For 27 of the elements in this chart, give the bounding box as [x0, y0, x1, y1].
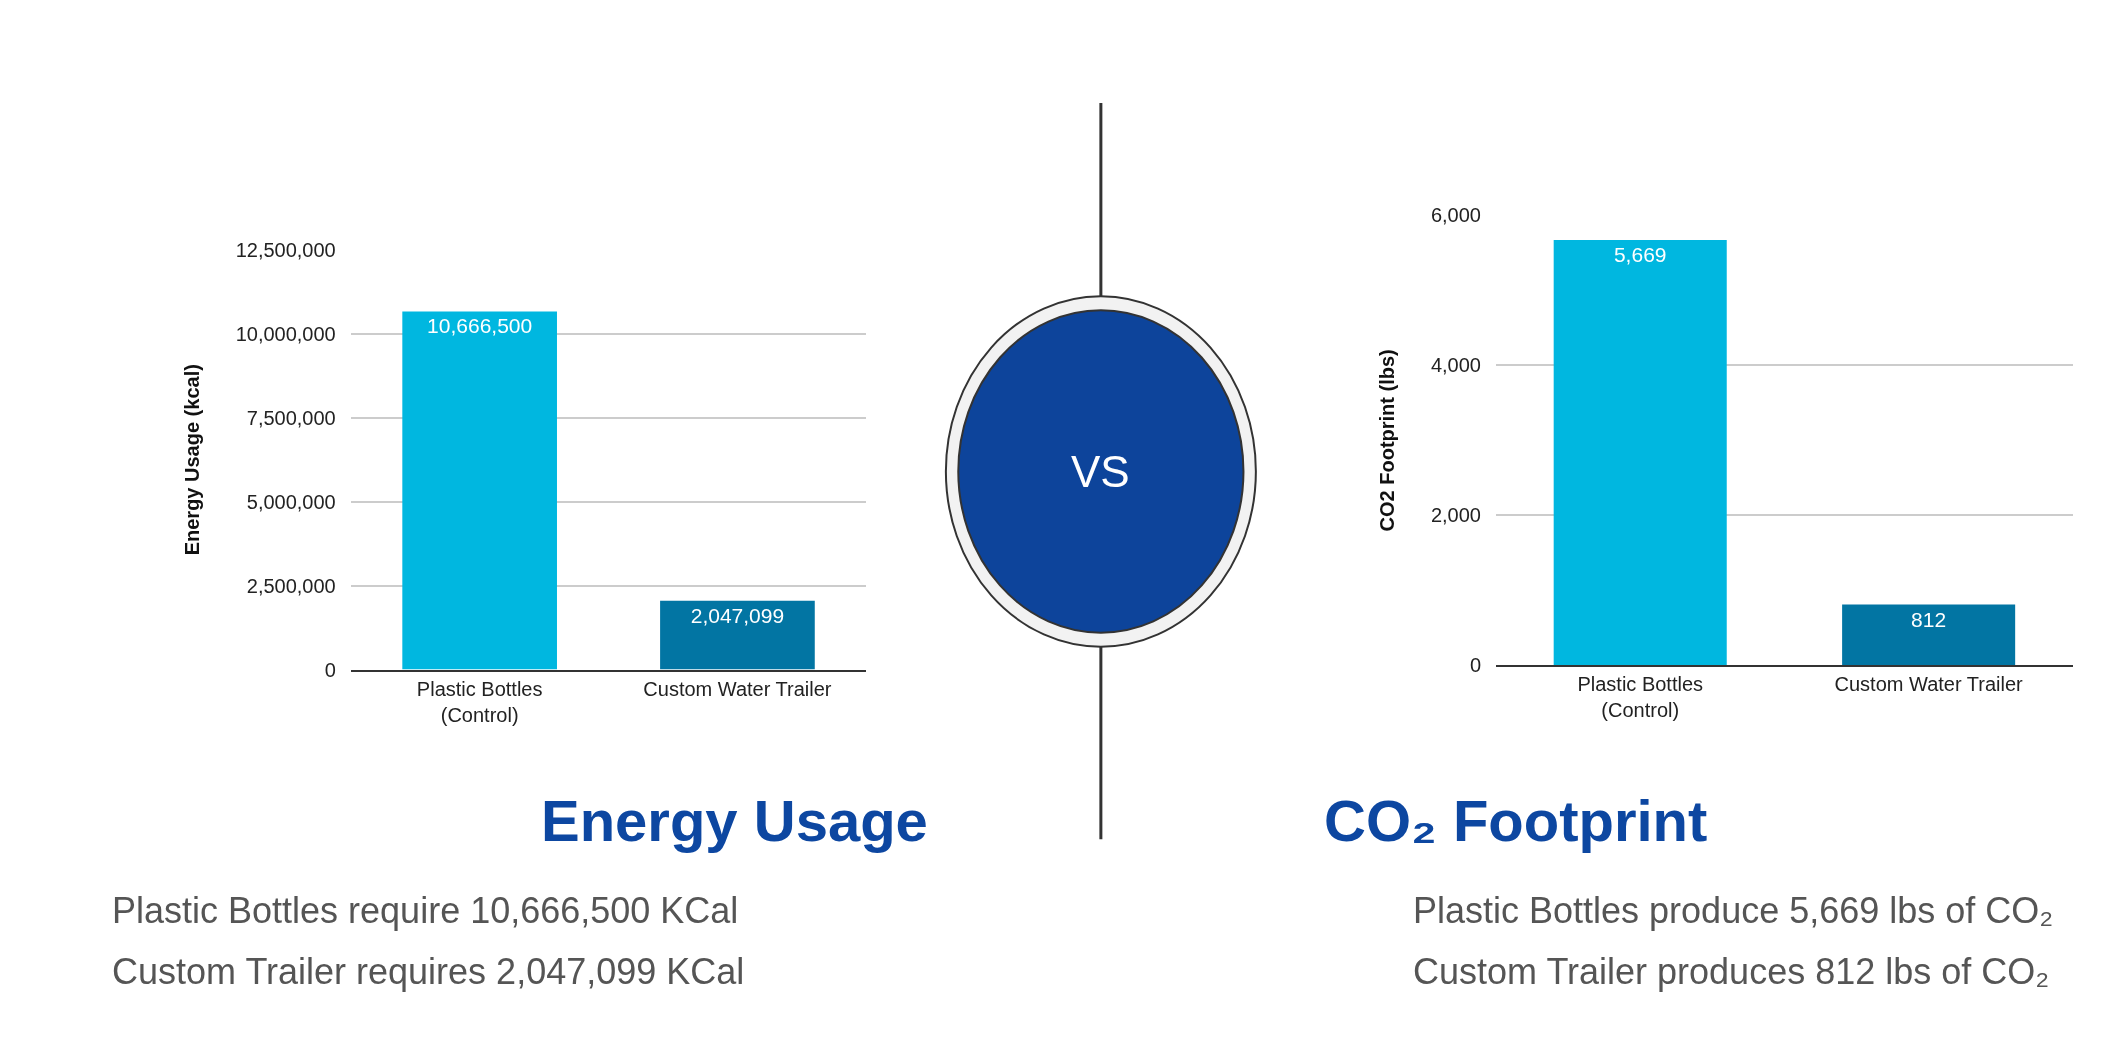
- x-tick-label: Plastic Bottles (Control): [1577, 673, 1704, 722]
- x-tick-label: Plastic Bottles (Control): [416, 677, 543, 726]
- y-tick-label: 0: [324, 658, 336, 681]
- x-tick-label: Custom Water Trailer: [1834, 673, 2024, 696]
- text: Energy Usage: [541, 788, 928, 853]
- y-tick-label: 2,000: [1430, 504, 1481, 527]
- text: Plastic Bottles produce 5,669 lbs of CO₂: [1413, 890, 2054, 931]
- y-tick-label: 12,500,000: [235, 238, 336, 261]
- x-tick-label: Custom Water Trailer: [643, 677, 832, 700]
- text: Custom Trailer produces 812 lbs of CO₂: [1413, 951, 2050, 992]
- text: CO₂ Footprint: [1324, 788, 1708, 853]
- y-axis-title: Energy Usage (kcal): [181, 364, 204, 556]
- data-label: 812: [1911, 607, 1947, 631]
- data-label: 5,669: [1613, 243, 1667, 267]
- y-tick-label: 7,500,000: [246, 406, 336, 429]
- data-label: 10,666,500: [427, 314, 533, 338]
- text: Custom Trailer requires 2,047,099 KCal: [112, 951, 745, 992]
- y-tick-label: 4,000: [1430, 354, 1481, 377]
- y-tick-label: 0: [1469, 654, 1481, 677]
- y-tick-label: 6,000: [1430, 204, 1481, 227]
- y-tick-label: 5,000,000: [246, 490, 336, 513]
- text: VS: [1071, 447, 1130, 496]
- y-tick-label: 10,000,000: [235, 322, 336, 345]
- data-label: 2,047,099: [690, 603, 785, 627]
- y-tick-label: 2,500,000: [246, 574, 336, 597]
- y-axis-title: CO2 Footprint (lbs): [1376, 349, 1399, 532]
- text: Plastic Bottles require 10,666,500 KCal: [112, 890, 739, 931]
